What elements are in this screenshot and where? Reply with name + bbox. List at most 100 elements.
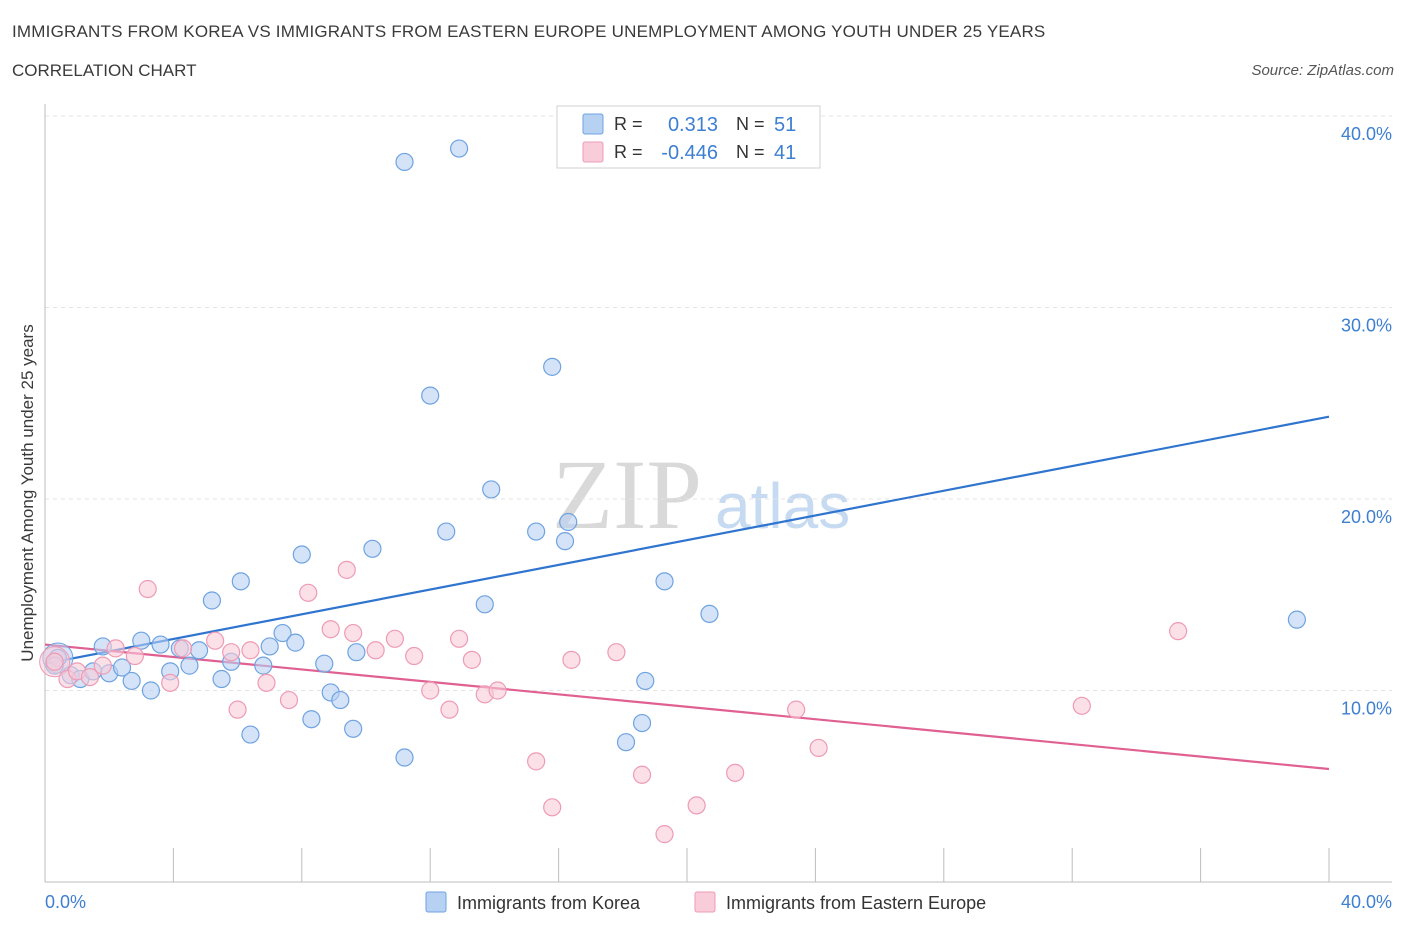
data-point [299, 583, 318, 602]
series-legend-swatch-eastern-europe [694, 891, 716, 913]
data-point [687, 796, 706, 815]
legend-r-value-eastern-europe: -0.446 [661, 142, 718, 164]
data-point [437, 522, 456, 541]
data-point [527, 752, 546, 771]
data-point [405, 646, 424, 666]
data-point [161, 673, 180, 692]
data-point [607, 643, 626, 662]
data-point [132, 631, 151, 650]
chart-subtitle: CORRELATION CHART [12, 61, 197, 80]
data-point [347, 643, 366, 662]
data-point [122, 671, 141, 691]
data-point [482, 480, 501, 499]
series-legend-label-eastern-europe: Immigrants from Eastern Europe [726, 893, 986, 913]
data-point [636, 671, 655, 691]
data-point [363, 539, 382, 558]
correlation-legend: R = 0.313 N = 51 R = -0.446 N = 41 [556, 105, 821, 169]
data-point [141, 681, 161, 700]
data-point [273, 623, 292, 643]
data-point [331, 690, 350, 710]
data-point [809, 738, 828, 758]
data-point [616, 733, 636, 752]
legend-n-value-eastern-europe: 41 [774, 142, 796, 164]
data-point [1169, 622, 1188, 641]
data-point [559, 512, 578, 532]
data-point [206, 631, 225, 650]
data-point [231, 572, 250, 591]
data-point [344, 623, 363, 643]
data-point [106, 639, 125, 658]
legend-r-value-korea: 0.313 [668, 114, 718, 136]
legend-r-label-eastern-europe: R = [614, 142, 643, 162]
watermark-zip: ZIP [552, 439, 702, 550]
chart-title: IMMIGRANTS FROM KOREA VS IMMIGRANTS FROM… [12, 22, 1046, 41]
series-legend-swatch-korea [425, 891, 447, 913]
data-point [125, 646, 144, 666]
data-point [228, 700, 247, 719]
data-points [39, 106, 1307, 844]
data-point [112, 658, 132, 677]
data-point [395, 748, 414, 767]
data-point [344, 719, 363, 738]
data-point [555, 532, 575, 551]
data-point [475, 595, 494, 614]
axes [44, 104, 1392, 883]
data-point [421, 386, 440, 405]
data-point [241, 725, 260, 744]
series-legend: Immigrants from Korea Immigrants from Ea… [425, 891, 986, 913]
trend-line [44, 415, 1330, 665]
legend-n-label-eastern-europe: N = [736, 142, 765, 162]
x-tick-labels: 0.0% 40.0% [45, 892, 1392, 912]
data-point [787, 700, 806, 719]
data-point [488, 681, 507, 700]
data-point [337, 560, 356, 579]
data-point [449, 629, 469, 648]
watermark: ZIP atlas [552, 439, 850, 550]
legend-swatch-eastern-europe [582, 141, 604, 163]
data-point [257, 673, 276, 692]
data-point [254, 656, 273, 675]
data-point [1287, 610, 1307, 629]
x-tick-label: 0.0% [45, 892, 86, 912]
data-point [543, 357, 562, 376]
legend-n-label-korea: N = [736, 114, 765, 134]
data-point [632, 713, 652, 733]
y-tick-label: 10.0% [1341, 699, 1392, 719]
data-point [655, 825, 674, 844]
data-point [655, 572, 674, 591]
data-point [45, 652, 64, 671]
data-point [1072, 696, 1091, 715]
data-point [302, 710, 321, 729]
y-tick-labels: 10.0% 20.0% 30.0% 40.0% [1341, 124, 1392, 719]
data-point [385, 629, 404, 648]
data-point [222, 643, 241, 662]
y-tick-label: 30.0% [1341, 316, 1392, 336]
data-point [700, 604, 719, 624]
data-point [93, 656, 112, 675]
data-point [260, 637, 279, 656]
data-point [366, 641, 385, 660]
data-point [395, 152, 414, 172]
data-point [202, 591, 222, 610]
y-axis-label: Unemployment Among Youth under 25 years [18, 324, 37, 661]
data-point [321, 620, 340, 639]
data-point [315, 654, 334, 673]
data-point [212, 669, 231, 689]
data-point [189, 641, 209, 660]
legend-swatch-korea [582, 113, 604, 135]
data-point [173, 639, 193, 658]
data-point [462, 650, 482, 669]
data-point [440, 700, 459, 719]
legend-r-label-korea: R = [614, 114, 643, 134]
source-label: Source: ZipAtlas.com [1251, 62, 1394, 79]
data-point [279, 690, 299, 710]
data-point [241, 641, 260, 660]
y-tick-label: 40.0% [1341, 124, 1392, 144]
data-point [292, 545, 311, 564]
data-point [80, 667, 100, 687]
data-point [449, 139, 469, 158]
gridlines [45, 115, 1392, 691]
data-point [151, 635, 170, 654]
data-point [726, 763, 745, 782]
